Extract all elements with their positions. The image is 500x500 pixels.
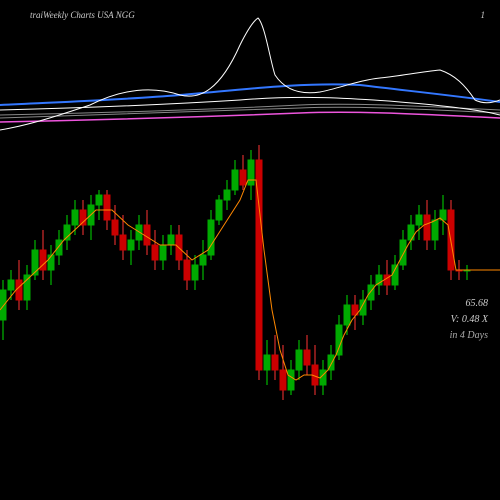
days-value: in 4 Days (450, 330, 488, 341)
stock-chart: traiWeekly Charts USA NGG 1 65.68 V: 0.4… (0, 0, 500, 500)
chart-svg (0, 0, 500, 500)
price-value: 65.68 (466, 298, 489, 309)
volume-value: V: 0.48 X (451, 314, 488, 325)
